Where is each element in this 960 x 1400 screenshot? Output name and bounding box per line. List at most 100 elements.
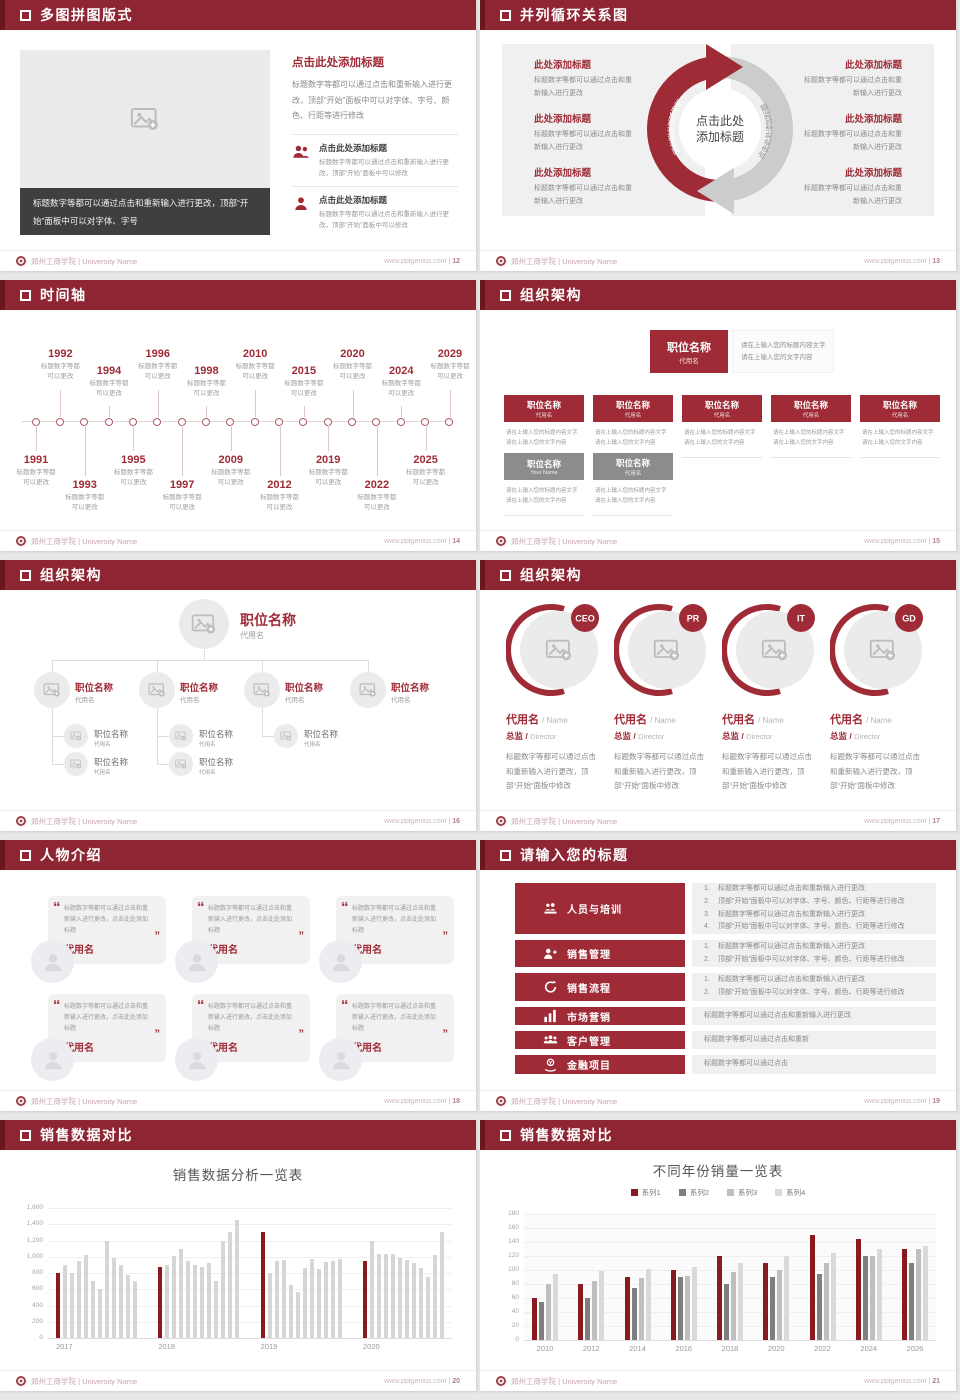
photo-circle[interactable] <box>350 672 386 708</box>
timeline-dot[interactable] <box>153 417 162 426</box>
gridline <box>524 1242 936 1243</box>
person-card[interactable]: “ ” 标题数字等都可以通过点击和重新输入进行更改，点击此处添加标题 代用名 <box>175 896 310 983</box>
org-role: 职位名称 <box>285 683 324 694</box>
member-card[interactable]: GD 代用名 / Name 总监 / Director 标题数字等都可以通过点击和重新… <box>829 602 930 794</box>
name-cn: 代用名 <box>614 714 647 726</box>
timeline-dot[interactable] <box>177 417 186 426</box>
member-card[interactable]: IT 代用名 / Name 总监 / Director 标题数字等都可以通过点击和重新… <box>721 602 822 794</box>
org-column[interactable]: 职位名称 Your Name 请在上输入您的标题内容文字 请在上输入您的文字内容 <box>504 453 584 516</box>
timeline-dot[interactable] <box>201 417 210 426</box>
cycle-item[interactable]: 此处添加标题 标题数字等都可以通过点击和重新输入进行更改 <box>534 165 633 208</box>
timeline-dot[interactable] <box>372 417 381 426</box>
timeline-dot[interactable] <box>250 417 259 426</box>
slide-title: 多图拼图版式 <box>40 7 133 23</box>
detail-number: 1. <box>704 884 710 892</box>
category-row[interactable]: 销售流程 1. 标题数字等都可以通过点击和重新输入进行更改 2. 顶部“开始”面板中可以… <box>515 973 936 1001</box>
cycle-item[interactable]: 此处添加标题 标题数字等都可以通过点击和重新输入进行更改 <box>534 111 633 154</box>
category-row[interactable]: 市场营销 标题数字等都可以通过点击和重新输入进行更改 <box>515 1007 936 1025</box>
timeline-dot[interactable] <box>31 417 40 426</box>
slide-18[interactable]: 人物介绍 “” 标题数字等都可以通过点击和重新输入进行更改，点击此处添加标题 代用名… <box>0 840 476 1111</box>
photo-circle[interactable] <box>274 724 298 748</box>
category-label[interactable]: 销售流程 <box>515 973 685 1001</box>
org-column[interactable]: 职位名称 代用名 请在上输入您的标题内容文字 请在上输入您的文字内容 <box>504 395 584 458</box>
person-card[interactable]: “ ” 标题数字等都可以通过点击和重新输入进行更改，点击此处添加标题 代用名 <box>175 994 310 1081</box>
category-label[interactable]: 市场营销 <box>515 1007 685 1025</box>
timeline-dot[interactable] <box>80 417 89 426</box>
cycle-item[interactable]: 此处添加标题 标题数字等都可以通过点击和重新输入进行更改 <box>803 165 902 208</box>
member-card[interactable]: PR 代用名 / Name 总监 / Director 标题数字等都可以通过点击和重新… <box>613 602 714 794</box>
category-row[interactable]: 人员与培训 1. 标题数字等都可以通过点击和重新输入进行更改 2. 顶部“开始”面板中可… <box>515 883 936 934</box>
org-connector <box>157 736 169 737</box>
x-tick-label: 2012 <box>582 1344 600 1353</box>
note-line: 请在上输入您的文字内容 <box>595 498 656 505</box>
university-logo-icon <box>496 1376 506 1386</box>
timeline-dot[interactable] <box>323 417 332 426</box>
person-card[interactable]: “ ” 标题数字等都可以通过点击和重新输入进行更改，点击此处添加标题 代用名 <box>319 994 454 1081</box>
gridline <box>48 1321 452 1323</box>
slide-20[interactable]: 销售数据对比 销售数据分析一览表 0 200 400 600 800 1,000 1,200… <box>0 1120 476 1391</box>
timeline-dot[interactable] <box>348 417 357 426</box>
org-column[interactable]: 职位名称 代用名 请在上输入您的标题内容文字 请在上输入您的文字内容 <box>771 395 851 458</box>
timeline-dot[interactable] <box>396 417 405 426</box>
slide-19[interactable]: 请输入您的标题 人员与培训 1. 标题数字等都可以通过点击和重新输入进行更改 2. 顶部… <box>480 840 956 1111</box>
slide-title: 组织架构 <box>520 567 582 583</box>
photo-circle[interactable] <box>244 672 280 708</box>
bar <box>763 1263 769 1340</box>
timeline-text: 标题数字等都 <box>406 469 446 476</box>
category-row[interactable]: 客户管理 标题数字等都可以通过点击和重新 <box>515 1031 936 1049</box>
timeline-dot[interactable] <box>299 417 308 426</box>
slide-12[interactable]: 多图拼图版式 标题数字等都可以通过点击和重新输入进行更改，顶部“开始”面板中可以… <box>0 0 476 271</box>
timeline-dot[interactable] <box>226 417 235 426</box>
person-card[interactable]: “ ” 标题数字等都可以通过点击和重新输入进行更改，点击此处添加标题 代用名 <box>319 896 454 983</box>
timeline-dot[interactable] <box>55 417 64 426</box>
slide-15[interactable]: 组织架构 职位名称 代用名 请在上输入您的标题内容文字 请在上输入您的文字内容 … <box>480 280 956 551</box>
sales-mgmt-icon <box>543 947 558 961</box>
person-card[interactable]: “ ” 标题数字等都可以通过点击和重新输入进行更改，点击此处添加标题 代用名 <box>31 896 166 983</box>
org-column[interactable]: 职位名称 代用名 请在上输入您的标题内容文字 请在上输入您的文字内容 <box>860 395 940 458</box>
photo-circle[interactable] <box>139 672 175 708</box>
category-row[interactable]: 金融项目 标题数字等都可以通过点击 <box>515 1055 936 1074</box>
timeline-dot[interactable] <box>445 417 454 426</box>
list-item[interactable]: 点击此处添加标题 标题数字等都可以通过点击和重新输入进行更改，顶部“开始”面板中… <box>292 185 458 238</box>
badge-circle <box>787 604 815 632</box>
category-label[interactable]: 销售管理 <box>515 940 685 967</box>
cycle-item[interactable]: 此处添加标题 标题数字等都可以通过点击和重新输入进行更改 <box>534 57 633 100</box>
org-column[interactable]: 职位名称 代用名 请在上输入您的标题内容文字 请在上输入您的文字内容 <box>593 395 673 458</box>
org-root-box[interactable]: 职位名称 代用名 <box>650 330 728 373</box>
cycle-item[interactable]: 此处添加标题 标题数字等都可以通过点击和重新输入进行更改 <box>803 57 902 100</box>
photo-circle[interactable] <box>64 752 88 776</box>
slide-14[interactable]: 时间轴 1991 标题数字等都 可以更改 1992 标题数字等都 可以更改 1993 标题数字… <box>0 280 476 551</box>
slide-header: 组织架构 <box>480 560 956 590</box>
timeline-text: 标题数字等都 <box>113 469 153 476</box>
photo-circle[interactable] <box>64 724 88 748</box>
bar <box>207 1263 212 1338</box>
close-quote-icon: ” <box>298 930 305 942</box>
category-label[interactable]: 金融项目 <box>515 1055 685 1074</box>
cycle-item[interactable]: 此处添加标题 标题数字等都可以通过点击和重新输入进行更改 <box>803 111 902 154</box>
slide-16[interactable]: 组织架构 职位名称 代用名 职位名称 代用名 职位名称 代用名 职位名称 代用名 职位名称 代用名… <box>0 560 476 831</box>
photo-circle[interactable] <box>179 599 229 649</box>
org-column[interactable]: 职位名称 代用名 请在上输入您的标题内容文字 请在上输入您的文字内容 <box>593 453 673 516</box>
list-item[interactable]: 点击此处添加标题 标题数字等都可以通过点击和重新输入进行更改，顶部“开始”面板中… <box>292 133 458 186</box>
timeline-dot[interactable] <box>104 417 113 426</box>
category-label[interactable]: 客户管理 <box>515 1031 685 1049</box>
photo-circle[interactable] <box>169 724 193 748</box>
timeline-dot[interactable] <box>128 417 137 426</box>
category-label[interactable]: 人员与培训 <box>515 883 685 934</box>
timeline-dot[interactable] <box>275 417 283 426</box>
bar-group: 2024 <box>855 1238 882 1353</box>
slide-13[interactable]: 并列循环关系图 此处添加标题 标题数字等都可以通过点击和重新输入进行更改 此处添加标… <box>480 0 956 271</box>
detail-line: 4. 顶部“开始”面板中可以对字体、字号、颜色、行距等进行修改 <box>704 921 924 934</box>
footer-brand: 郑州工商学院 | University Name <box>16 256 137 267</box>
category-row[interactable]: 销售管理 1. 标题数字等都可以通过点击和重新输入进行更改 2. 顶部“开始”面板中可以… <box>515 940 936 967</box>
org-column[interactable]: 职位名称 代用名 请在上输入您的标题内容文字 请在上输入您的文字内容 <box>682 395 762 458</box>
photo-circle[interactable] <box>34 672 70 708</box>
timeline-dot[interactable] <box>421 417 430 426</box>
photo-circle[interactable] <box>169 752 193 776</box>
slide-21[interactable]: 销售数据对比 不同年份销量一览表 系列1 系列2 系列3 系列4 0 20 40 60 80 1… <box>480 1120 956 1391</box>
member-photo: IT <box>721 604 815 696</box>
person-card[interactable]: “ ” 标题数字等都可以通过点击和重新输入进行更改，点击此处添加标题 代用名 <box>31 994 166 1081</box>
slide-17[interactable]: 组织架构 CEO 代用名 / Name 总监 / Director 标题数字等都可以通… <box>480 560 956 831</box>
image-placeholder[interactable] <box>20 50 270 188</box>
member-card[interactable]: CEO 代用名 / Name 总监 / Director 标题数字等都可以通过点击和重… <box>505 602 606 794</box>
